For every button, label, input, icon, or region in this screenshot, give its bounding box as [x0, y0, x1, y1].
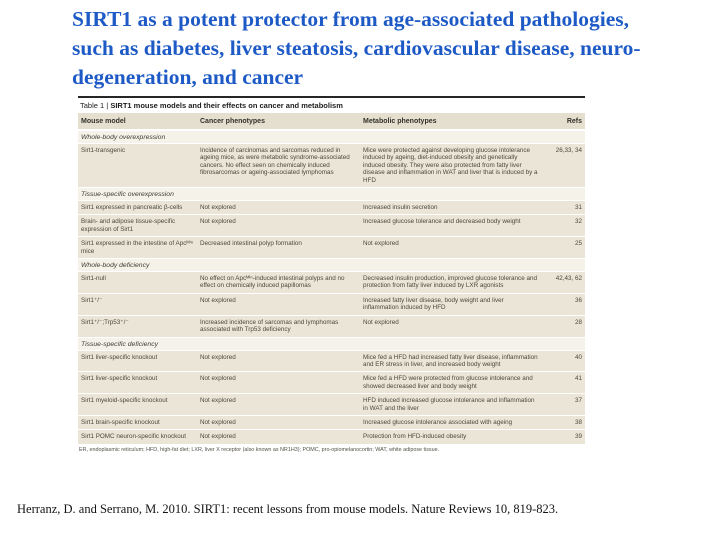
cell-cancer: Increased incidence of sarcomas and lymp… [200, 318, 339, 334]
table-footnote: ER, endoplasmic reticulum; HFD, high-fat… [78, 444, 585, 454]
cell-model: Sirt1 liver-specific knockout [81, 375, 158, 383]
cell-cancer: Not explored [200, 433, 236, 441]
cell-refs: 26,33, 34 [555, 147, 582, 154]
citation: Herranz, D. and Serrano, M. 2010. SIRT1:… [17, 502, 559, 516]
cell-metabolic: Mice fed a HFD were protected from gluco… [363, 375, 533, 390]
table-row: Sirt1 myeloid-specific knockout Not explo… [78, 394, 585, 416]
table-row: Brain- and adipose tissue-specific expre… [78, 215, 585, 238]
cell-metabolic: Increased fatty liver disease, body weig… [363, 296, 504, 312]
cell-metabolic: Mice were protected against developing g… [363, 147, 538, 184]
cell-metabolic: Increased glucose intolerance associated… [363, 418, 513, 426]
table-header-row: Mouse model Cancer phenotypes Metabolic … [78, 113, 585, 131]
table-row: Sirt1 expressed in the intestine of Apcᴹ… [78, 237, 585, 260]
table-row: Sirt1⁺/⁻;Trp53⁺/⁻ Increased incidence of … [78, 315, 585, 338]
cell-metabolic: Not explored [363, 318, 399, 326]
cell-model: Sirt1-null [81, 275, 106, 283]
cell-model: Sirt1 liver-specific knockout [81, 353, 158, 361]
table-figure: Table 1 | SIRT1 mouse models and their e… [78, 96, 585, 454]
cell-refs: 37 [574, 397, 582, 405]
cell-refs: 31 [574, 204, 582, 212]
cell-metabolic: Increased insulin secretion [363, 204, 438, 212]
table-caption-title: SIRT1 mouse models and their effects on … [110, 101, 343, 110]
cell-refs: 41 [574, 375, 582, 383]
section-header-row: Tissue-specific deficiency [78, 337, 585, 351]
cell-metabolic: Increased glucose tolerance and decrease… [363, 218, 521, 226]
section-header-row: Whole-body overexpression [78, 131, 585, 144]
cell-cancer: Not explored [200, 296, 236, 304]
cell-model: Sirt1 myeloid-specific knockout [81, 397, 168, 405]
table-caption-prefix: Table 1 | [80, 101, 111, 110]
table-caption: Table 1 | SIRT1 mouse models and their e… [78, 98, 585, 113]
cell-refs: 40 [574, 353, 582, 361]
table-row: Sirt1 liver-specific knockout Not explore… [78, 372, 585, 395]
column-header-refs: Refs [566, 118, 582, 125]
cell-cancer: Not explored [200, 204, 236, 212]
cell-model: Sirt1⁺/⁻;Trp53⁺/⁻ [81, 318, 129, 326]
cell-cancer: Not explored [200, 397, 236, 405]
cell-cancer: Decreased intestinal polyp formation [200, 240, 302, 248]
cell-cancer: Not explored [200, 218, 236, 226]
cell-model: Sirt1 expressed in the intestine of Apcᴹ… [81, 240, 193, 255]
table-row: Sirt1⁺/⁻ Not explored Increased fatty live… [78, 293, 585, 316]
cell-refs: 25 [574, 240, 582, 248]
cell-refs: 32 [574, 218, 582, 226]
cell-cancer: No effect on Apcᴹⁱⁿ-induced intestinal p… [200, 275, 345, 290]
table-row: Sirt1 expressed in pancreatic β-cells Not… [78, 201, 585, 216]
column-header-mouse-model: Mouse model [81, 118, 126, 125]
cell-model: Sirt1 brain-specific knockout [81, 418, 160, 426]
cell-model: Sirt1 POMC neuron-specific knockout [81, 433, 186, 441]
cell-refs: 36 [574, 296, 582, 304]
cell-metabolic: Protection from HFD-induced obesity [363, 433, 467, 441]
cell-refs: 42,43, 62 [555, 275, 582, 283]
cell-metabolic: Not explored [363, 240, 399, 248]
cell-cancer: Not explored [200, 418, 236, 426]
table-row: Sirt1-null No effect on Apcᴹⁱⁿ-induced in… [78, 272, 585, 294]
cell-metabolic: HFD induced increased glucose intoleranc… [363, 397, 535, 412]
cell-metabolic: Decreased insulin production, improved g… [363, 275, 537, 290]
cell-refs: 28 [574, 318, 582, 326]
slide-title-line-2: such as diabetes, liver steatosis, cardi… [72, 36, 641, 60]
column-header-cancer-phenotypes: Cancer phenotypes [200, 118, 265, 125]
table-body: Whole-body overexpression Sirt1-transgeni… [78, 131, 585, 445]
table-row: Sirt1 POMC neuron-specific knockout Not e… [78, 430, 585, 445]
cell-refs: 38 [574, 418, 582, 426]
table-row: Sirt1 brain-specific knockout Not explore… [78, 415, 585, 431]
cell-refs: 39 [574, 433, 582, 441]
cell-cancer: Not explored [200, 375, 236, 383]
cell-model: Sirt1-transgenic [81, 147, 126, 154]
table-row: Sirt1-transgenic Incidence of carcinomas … [78, 144, 585, 189]
section-header-row: Tissue-specific overexpression [78, 188, 585, 202]
section-header-row: Whole-body deficiency [78, 259, 585, 273]
cell-cancer: Incidence of carcinomas and sarcomas red… [200, 147, 350, 177]
slide-title-line-3: degeneration, and cancer [72, 65, 304, 89]
cell-model: Sirt1⁺/⁻ [81, 296, 103, 304]
column-header-metabolic-phenotypes: Metabolic phenotypes [363, 118, 437, 125]
slide-title-line-1: SIRT1 as a potent protector from age-ass… [72, 7, 630, 31]
cell-cancer: Not explored [200, 353, 236, 361]
cell-model: Brain- and adipose tissue-specific expre… [81, 218, 176, 233]
table-row: Sirt1 liver-specific knockout Not explore… [78, 350, 585, 373]
cell-model: Sirt1 expressed in pancreatic β-cells [81, 204, 183, 212]
cell-metabolic: Mice fed a HFD had increased fatty liver… [363, 353, 538, 368]
slide-title: SIRT1 as a potent protector from age-ass… [72, 5, 714, 92]
